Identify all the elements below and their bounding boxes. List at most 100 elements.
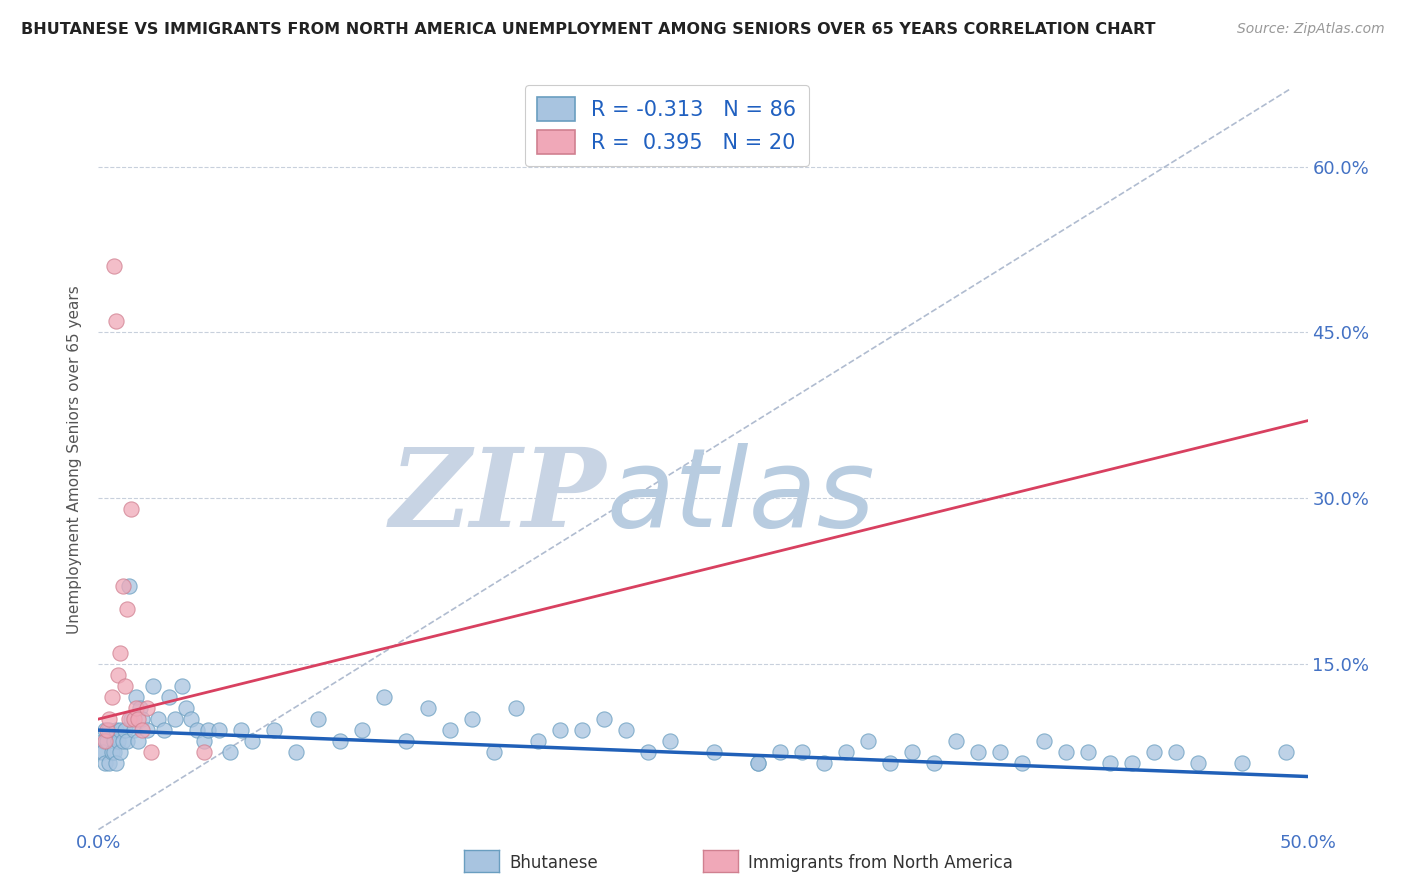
Point [131,723,153,738]
Point [103,745,125,759]
Point [107,734,129,748]
Point [395,734,418,748]
Point [1230,756,1253,771]
Point [966,745,988,759]
Point [186,723,208,738]
Point [879,756,901,771]
Point [285,745,308,759]
Text: ZIP: ZIP [389,442,606,550]
Point [100,690,122,704]
Point [105,723,128,738]
Point [96,723,118,738]
Text: Bhutanese: Bhutanese [509,855,598,872]
Point [747,756,769,771]
Point [790,745,813,759]
Point [105,756,128,771]
Point [593,712,616,726]
Point [125,701,148,715]
Point [1077,745,1099,759]
Point [813,756,835,771]
Point [141,745,163,759]
Text: BHUTANESE VS IMMIGRANTS FROM NORTH AMERICA UNEMPLOYMENT AMONG SENIORS OVER 65 YE: BHUTANESE VS IMMIGRANTS FROM NORTH AMERI… [21,22,1156,37]
Point [307,712,329,726]
Point [1098,756,1121,771]
Point [856,734,879,748]
Point [118,579,141,593]
Point [659,734,682,748]
Point [1274,745,1296,759]
Point [637,745,659,759]
Point [135,701,157,715]
Point [922,756,945,771]
Point [1032,734,1054,748]
Point [352,723,374,738]
Point [901,745,924,759]
Point [107,668,129,682]
Point [94,756,117,771]
Point [111,579,134,593]
Point [439,723,461,738]
Point [114,723,136,738]
Text: Source: ZipAtlas.com: Source: ZipAtlas.com [1237,22,1385,37]
Point [94,734,117,748]
Point [461,712,484,726]
Text: Immigrants from North America: Immigrants from North America [748,855,1012,872]
Point [988,745,1011,759]
Point [231,723,253,738]
Point [129,701,152,715]
Point [91,734,114,748]
Point [115,601,138,615]
Point [110,646,132,660]
Point [118,712,141,726]
Point [769,745,792,759]
Y-axis label: Unemployment Among Seniors over 65 years: Unemployment Among Seniors over 65 years [67,285,83,633]
Point [103,734,125,748]
Point [127,734,149,748]
Point [135,723,157,738]
Point [505,701,527,715]
Point [110,745,132,759]
Point [122,712,145,726]
Point [110,723,132,738]
Point [1011,756,1033,771]
Point [1187,756,1209,771]
Point [945,734,967,748]
Point [165,712,187,726]
Point [240,734,263,748]
Point [127,712,149,726]
Point [193,745,215,759]
Point [329,734,352,748]
Point [120,502,142,516]
Point [98,712,121,726]
Point [120,712,142,726]
Point [1164,745,1187,759]
Point [153,723,176,738]
Point [115,734,138,748]
Point [90,745,112,759]
Point [157,690,180,704]
Point [193,734,215,748]
Point [105,314,128,328]
Point [180,712,202,726]
Legend: R = -0.313   N = 86, R =  0.395   N = 20: R = -0.313 N = 86, R = 0.395 N = 20 [524,85,808,166]
Point [142,679,165,693]
Point [208,723,231,738]
Point [747,756,769,771]
Text: atlas: atlas [606,443,875,549]
Point [571,723,593,738]
Point [122,723,145,738]
Point [100,745,122,759]
Point [131,712,153,726]
Point [125,690,148,704]
Point [114,679,136,693]
Point [1143,745,1166,759]
Point [91,745,114,759]
Point [482,745,505,759]
Point [170,679,193,693]
Point [98,756,121,771]
Point [219,745,242,759]
Point [111,734,134,748]
Point [98,723,121,738]
Point [146,712,169,726]
Point [96,734,118,748]
